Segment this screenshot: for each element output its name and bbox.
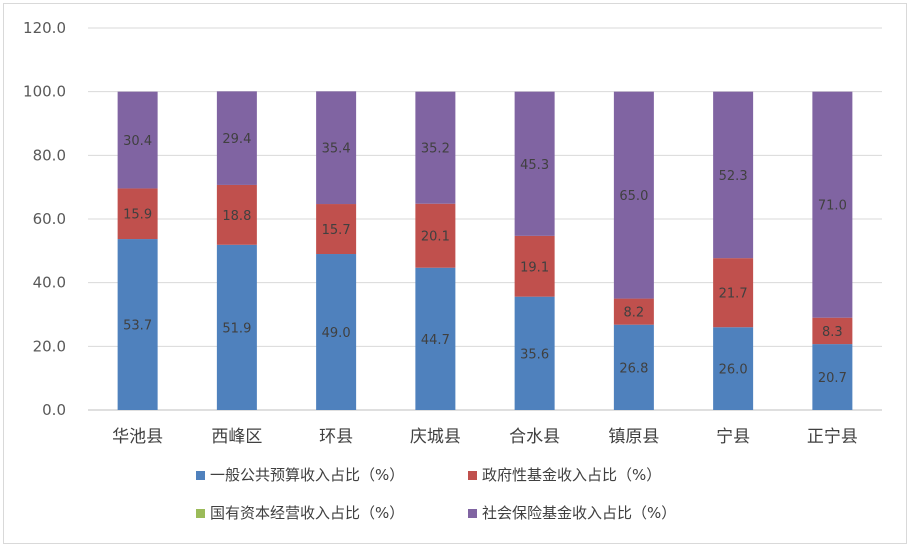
bar-segment <box>613 298 654 325</box>
data-label: 8.3 <box>822 325 843 340</box>
data-label: 26.8 <box>619 361 648 376</box>
x-tick-label: 西峰区 <box>211 427 262 447</box>
y-tick-label: 120.0 <box>23 19 66 37</box>
data-label: 52.3 <box>719 169 748 184</box>
data-label: 19.1 <box>520 260 549 275</box>
data-label: 26.0 <box>719 363 748 378</box>
x-tick-label: 庆城县 <box>410 427 461 447</box>
data-label: 65.0 <box>619 189 648 204</box>
x-tick-label: 宁县 <box>716 427 750 447</box>
bar-segment <box>812 317 853 345</box>
bar-segment <box>216 184 257 245</box>
x-tick-label: 镇原县 <box>608 427 659 447</box>
bar-segment <box>117 239 158 410</box>
bar-segment <box>613 91 654 299</box>
data-label: 29.4 <box>222 132 251 147</box>
bar-segment <box>812 344 853 410</box>
data-label: 21.7 <box>719 287 748 302</box>
legend-label: 社会保险基金收入占比（%） <box>482 504 676 522</box>
legend-swatch <box>468 509 477 518</box>
bar-segment <box>713 91 754 259</box>
bar-segment <box>415 91 456 204</box>
legend-swatch <box>196 509 205 518</box>
data-label: 49.0 <box>322 326 351 341</box>
bar-segment <box>117 91 158 189</box>
legend-swatch <box>196 471 205 480</box>
x-tick-label: 合水县 <box>509 427 560 447</box>
data-label: 18.8 <box>222 209 251 224</box>
data-label: 20.1 <box>421 230 450 245</box>
data-label: 35.4 <box>322 142 351 157</box>
bar-segment <box>316 204 357 255</box>
data-label: 35.6 <box>520 347 549 362</box>
data-label: 30.4 <box>123 134 152 149</box>
bar-segment <box>316 91 357 205</box>
x-tick-label: 华池县 <box>112 427 163 447</box>
legend-swatch <box>468 471 477 480</box>
bar-segment <box>514 235 555 297</box>
y-tick-label: 40.0 <box>33 274 66 292</box>
data-label: 53.7 <box>123 319 152 334</box>
data-label: 8.2 <box>624 306 645 321</box>
y-tick-label: 0.0 <box>42 401 66 419</box>
bar-segment <box>514 91 555 236</box>
y-tick-label: 20.0 <box>33 337 66 355</box>
y-tick-label: 60.0 <box>33 210 66 228</box>
bar-segment <box>514 296 555 410</box>
x-tick-label: 环县 <box>319 427 353 447</box>
bar-segment <box>216 91 257 185</box>
data-label: 20.7 <box>818 371 847 386</box>
data-label: 45.3 <box>520 158 549 173</box>
bar-segment <box>415 203 456 268</box>
data-label: 15.7 <box>322 223 351 238</box>
bar-segment <box>713 258 754 328</box>
y-tick-label: 80.0 <box>33 146 66 164</box>
bar-segment <box>812 91 853 318</box>
bar-segment <box>713 327 754 410</box>
bar-segment <box>613 324 654 410</box>
x-tick-label: 正宁县 <box>807 427 858 447</box>
data-label: 35.2 <box>421 142 450 157</box>
data-label: 15.9 <box>123 208 152 223</box>
bar-segment <box>216 244 257 410</box>
data-label: 44.7 <box>421 333 450 348</box>
bar-segment <box>316 254 357 410</box>
legend-label: 政府性基金收入占比（%） <box>482 466 661 484</box>
data-label: 71.0 <box>818 199 847 214</box>
legend-label: 国有资本经营收入占比（%） <box>210 504 404 522</box>
y-tick-label: 100.0 <box>23 83 66 101</box>
legend-label: 一般公共预算收入占比（%） <box>210 466 404 484</box>
data-label: 51.9 <box>222 321 251 336</box>
bar-segment <box>415 267 456 410</box>
bar-segment <box>117 188 158 240</box>
